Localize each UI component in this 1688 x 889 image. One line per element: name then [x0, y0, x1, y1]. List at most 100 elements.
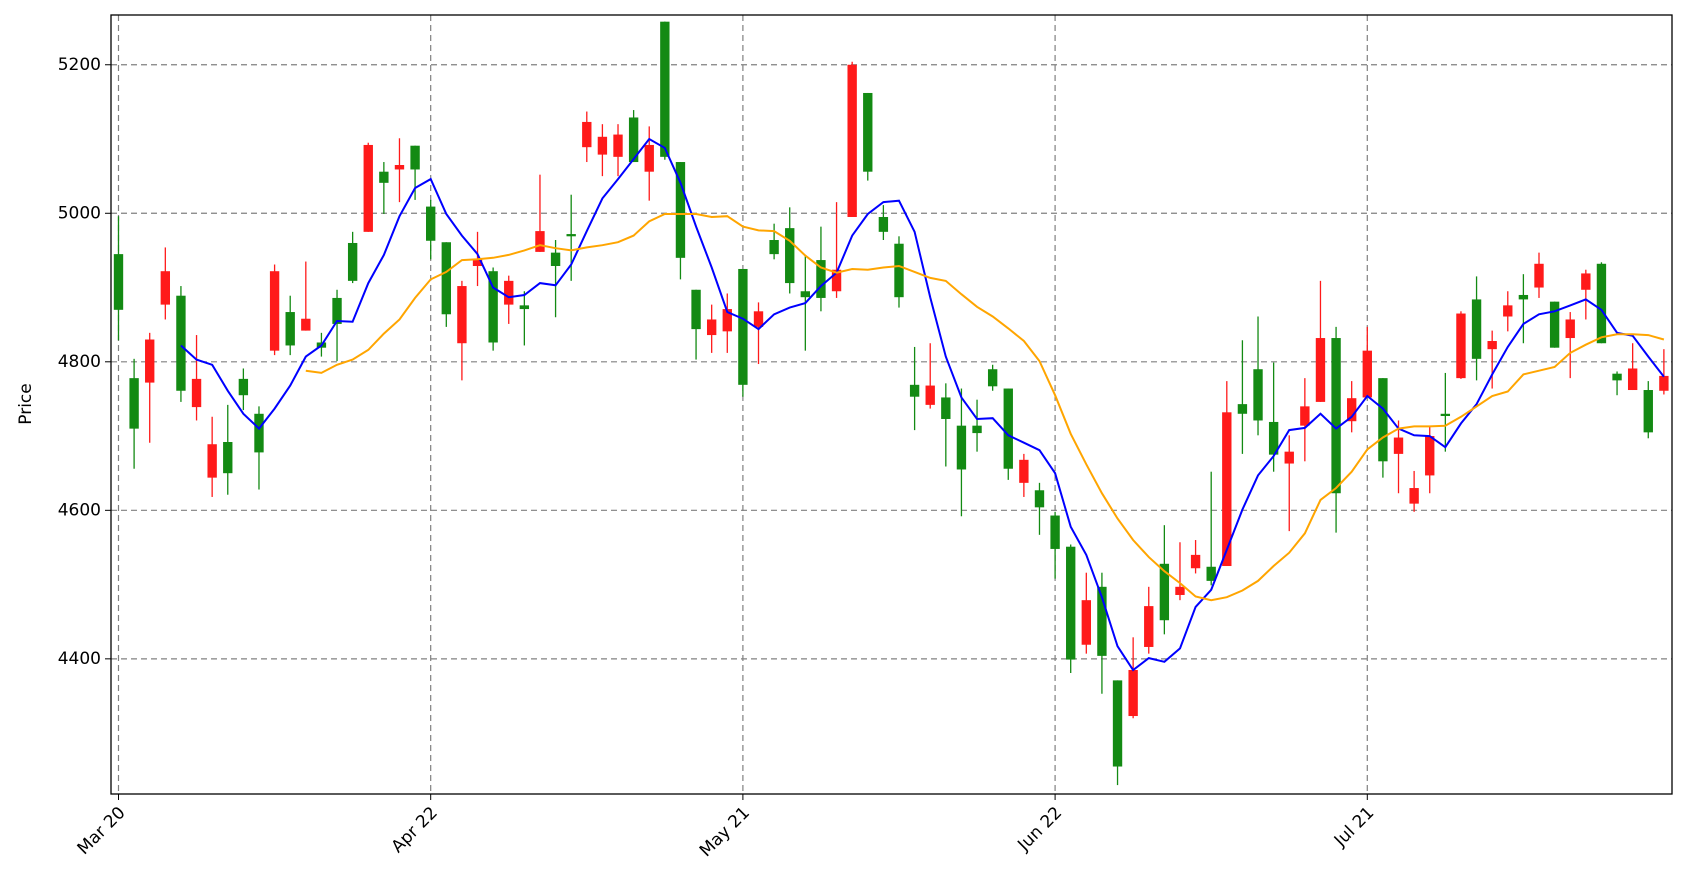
candle-body — [878, 216, 889, 232]
candle-body — [1643, 390, 1653, 433]
candle-body — [332, 297, 342, 324]
candle-body — [1362, 350, 1372, 398]
candle-body — [269, 271, 280, 351]
candle-body — [1300, 406, 1310, 426]
candle-body — [847, 64, 857, 217]
candle-body — [1440, 413, 1451, 417]
candle-body — [441, 242, 451, 315]
candle-body — [1378, 378, 1388, 462]
y-tick-label: 4600 — [58, 500, 101, 520]
candle-body — [1190, 554, 1201, 569]
y-axis-label: Price — [16, 383, 36, 424]
candle-body — [301, 318, 311, 331]
candle-body — [1581, 273, 1591, 290]
candle-body — [1627, 368, 1638, 391]
candle-body — [1456, 313, 1466, 379]
candle-body — [254, 413, 264, 453]
candle-body — [1565, 319, 1575, 339]
candle-body — [1471, 299, 1482, 359]
candle-body — [613, 134, 623, 157]
candle-body — [956, 425, 967, 470]
candle-body — [363, 144, 373, 232]
candle-body — [582, 121, 592, 148]
candle-body — [1596, 263, 1607, 344]
candle-body — [816, 260, 826, 298]
candle-body — [1534, 263, 1544, 288]
candle-body — [1518, 294, 1529, 300]
candle-body — [504, 280, 514, 305]
candle-body — [1159, 563, 1170, 621]
plot-frame — [110, 14, 1673, 795]
x-tick-label: Jul 21 — [1330, 803, 1378, 851]
candle-body — [722, 309, 732, 332]
candle-body — [894, 243, 904, 298]
candle-body — [1503, 305, 1513, 317]
x-tick-label: Jun 22 — [1013, 803, 1066, 856]
candle-body — [972, 425, 982, 434]
candle-body — [1549, 301, 1560, 348]
candle-body — [191, 378, 202, 408]
candle-body — [1206, 566, 1216, 581]
candle-body — [129, 378, 139, 429]
x-tick-label: Apr 22 — [388, 803, 442, 857]
candle-body — [628, 117, 639, 163]
candle-body — [410, 145, 420, 170]
candle-body — [1487, 341, 1497, 350]
candle-body — [347, 242, 358, 281]
candle-body — [488, 271, 498, 343]
moving-average-line — [305, 213, 1665, 602]
candle-body — [753, 311, 764, 327]
candle-body — [1268, 421, 1279, 455]
candle-body — [145, 339, 155, 383]
candle-body — [394, 165, 405, 170]
candle-body — [1346, 398, 1357, 422]
candle-body — [1050, 515, 1060, 549]
candle-body — [160, 271, 171, 305]
candle-body — [800, 291, 811, 298]
candle-body — [925, 385, 935, 405]
x-tick-label: May 21 — [696, 803, 754, 861]
candle-body — [1066, 546, 1076, 660]
candle-body — [675, 162, 686, 258]
candle-body — [941, 397, 951, 419]
candle-body — [1112, 680, 1123, 767]
candle-body — [426, 206, 436, 241]
candle-body — [113, 254, 124, 310]
y-tick-label: 4400 — [58, 649, 101, 669]
candle-body — [1393, 437, 1404, 454]
candle-body — [1331, 338, 1341, 494]
candle-body — [1409, 488, 1419, 504]
candle-body — [738, 268, 748, 385]
candle-body — [1003, 388, 1013, 469]
candle-body — [472, 259, 483, 267]
candle-body — [644, 144, 654, 172]
candle-body — [1253, 369, 1263, 421]
candle-body — [1425, 436, 1435, 476]
candle-body — [831, 269, 842, 292]
candle-body — [1284, 451, 1294, 464]
candle-body — [909, 384, 920, 397]
candle-body — [207, 444, 217, 478]
candle-body — [769, 240, 779, 255]
candle-body — [519, 305, 530, 310]
candle-body — [457, 286, 467, 344]
candle-body — [535, 231, 545, 252]
candle-body — [1128, 669, 1138, 717]
moving-average-line — [180, 137, 1665, 672]
candle-body — [597, 136, 608, 155]
candle-body — [223, 442, 233, 474]
candle-body — [785, 228, 795, 284]
candle-body — [550, 252, 561, 267]
candle-body — [176, 295, 186, 391]
candle-body — [706, 319, 717, 336]
candle-body — [660, 21, 670, 157]
candle-body — [238, 378, 249, 396]
candle-body — [987, 369, 998, 387]
candle-body — [285, 312, 295, 346]
y-tick-label: 5000 — [58, 203, 101, 223]
candle-body — [1315, 338, 1326, 402]
candle-body — [1237, 404, 1248, 414]
y-tick-label: 4800 — [58, 352, 101, 372]
